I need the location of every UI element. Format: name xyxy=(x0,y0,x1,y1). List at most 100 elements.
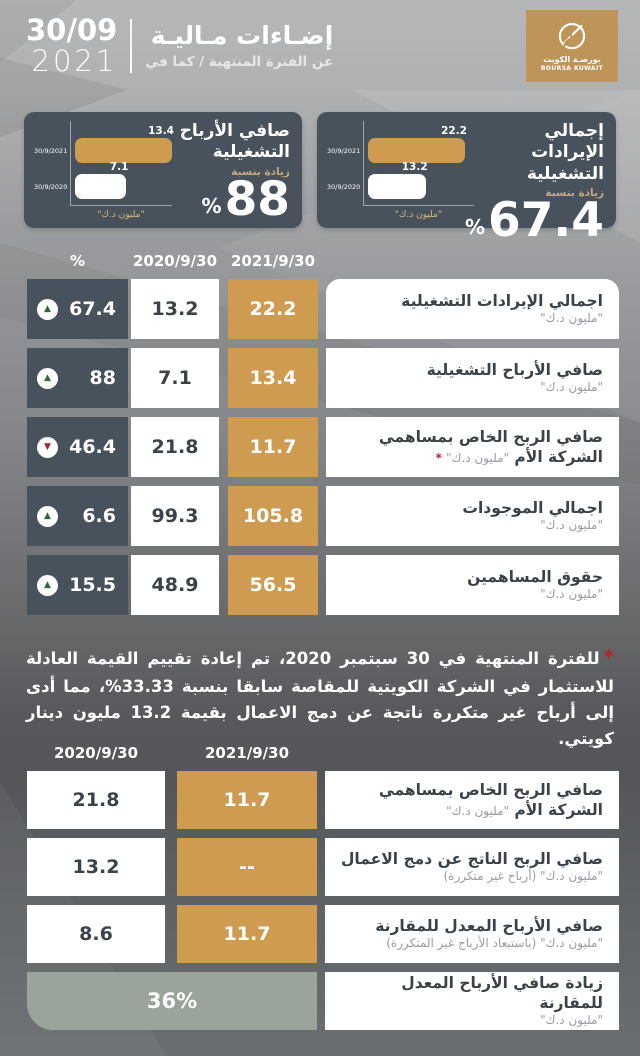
kpi-card-info: إجمالي الإيرادات التشغيلية زيادة بنسبة %… xyxy=(465,121,604,244)
kpi-big-value: % 88 xyxy=(172,171,290,227)
column-header-pct: % xyxy=(69,252,86,270)
bar-30/9/2021: 22.2 xyxy=(367,125,467,163)
kpi-value: 88 xyxy=(224,171,290,227)
metric-unit-line: "مليون د.ك" xyxy=(342,380,603,396)
metric-unit: "مليون د.ك" xyxy=(446,804,510,818)
metric-unit-line: الشركة الأم "مليون د.ك" * xyxy=(342,447,603,467)
metric-label: اجمالي الإيرادات التشغيلية xyxy=(401,292,603,311)
report-date-year: 2021 xyxy=(31,44,118,78)
pct-change-value: 6.6 xyxy=(82,505,116,527)
header-divider xyxy=(130,19,133,73)
pct-change-cell: ▼ 46.4 xyxy=(27,417,128,477)
value-2021-cell: 22.2 xyxy=(228,279,318,339)
value-2021-cell: -- xyxy=(177,838,317,896)
titles: إضـاءات مـاليـة عن الفترة المنتهية / كما… xyxy=(145,21,334,70)
bar-value-label: 13.4 xyxy=(148,125,174,137)
value-2020-cell: 7.1 xyxy=(131,348,219,408)
metric-unit: "مليون د.ك" xyxy=(540,1013,603,1028)
bar-value-label: 13.2 xyxy=(401,161,428,173)
bar-30/9/2020: 7.1 xyxy=(75,161,128,199)
bar-date-label: 30/9/2021 xyxy=(34,146,68,155)
kpi-bar-chart: 30/9/2021 13.4 30/9/2020 7.1 "مليون د.ك" xyxy=(34,121,174,220)
table-body: ▲ 67.4 13.2 22.2 اجمالي الإيرادات التشغيلية "… xyxy=(27,279,619,615)
table-row: ▼ 46.4 21.8 11.7 صافي الربح الخاص بمساهمي الش… xyxy=(27,417,619,477)
value-2020-cell: 8.6 xyxy=(27,905,165,963)
column-header-2020: 2020/9/30 xyxy=(132,252,218,270)
metric-unit-line: "مليون د.ك" xyxy=(342,311,603,327)
footnote-marker: * xyxy=(435,451,447,465)
metric-label: حقوق المساهمين xyxy=(467,568,603,587)
bar-value-label: 22.2 xyxy=(441,125,467,137)
metric-label: صافي الأرباح المعدل للمقارنة xyxy=(375,917,603,936)
trend-up-icon: ▲ xyxy=(37,574,58,596)
logo-name-arabic: بورصـة الكويت xyxy=(543,55,601,64)
metric-unit: "مليون د.ك" (أرباح غير متكررة) xyxy=(443,869,603,884)
metric-unit-line: "مليون د.ك" (أرباح غير متكررة) xyxy=(341,869,603,885)
page-title: إضـاءات مـاليـة xyxy=(150,21,334,51)
bar-date-label: 30/9/2020 xyxy=(326,182,361,191)
boursa-kuwait-logo: بورصـة الكويت BOURSA KUWAIT xyxy=(526,10,618,82)
metric-unit-line: "مليون د.ك" (باستبعاد الأرباح غير المتكر… xyxy=(341,936,603,952)
metric-unit-line: "مليون د.ك" xyxy=(341,1013,603,1029)
table-header-row: 2020/9/30 2021/9/30 xyxy=(27,744,619,762)
value-2020-cell: 13.2 xyxy=(131,279,219,339)
metric-unit: "مليون د.ك" xyxy=(540,587,603,602)
trend-up-icon: ▲ xyxy=(37,367,58,389)
metric-label-bold: الشركة الأم xyxy=(509,801,603,819)
chart-unit-label: "مليون د.ك" xyxy=(394,210,442,220)
pct-change-value: 67.4 xyxy=(69,298,116,320)
pct-change-cell: ▲ 88 xyxy=(27,348,128,408)
value-2021-cell: 105.8 xyxy=(228,486,318,546)
report-date-day-month: 30/09 xyxy=(26,12,118,47)
metric-label-cell: زيادة صافي الأرباح المعدل للمقارنة "مليون… xyxy=(325,972,619,1030)
value-2020-cell: 99.3 xyxy=(131,486,219,546)
table-row: ▲ 6.6 99.3 105.8 اجمالي الموجودات "مليون د.ك" xyxy=(27,486,619,546)
bar-row: 30/9/2021 13.4 xyxy=(34,121,174,169)
metric-unit: "مليون د.ك" (باستبعاد الأرباح غير المتكر… xyxy=(386,936,603,951)
bar-row: 30/9/2020 7.1 xyxy=(34,161,172,205)
report-date: 30/09 2021 xyxy=(26,12,118,78)
metric-unit: "مليون د.ك" xyxy=(540,311,603,326)
value-2021-cell: 11.7 xyxy=(177,771,317,829)
kpi-increase-label: زيادة بنسبة xyxy=(545,186,604,199)
trend-down-icon: ▼ xyxy=(37,436,58,458)
metric-label: صافي الربح الناتج عن دمج الاعمال xyxy=(340,850,603,869)
bar-track: 13.2 xyxy=(362,161,474,205)
footnote-asterisk: * xyxy=(603,645,615,669)
table-row: ▲ 67.4 13.2 22.2 اجمالي الإيرادات التشغيلية "… xyxy=(27,279,619,339)
bar-30/9/2021: 13.4 xyxy=(75,125,174,163)
metric-label: صافي الأرباح التشغيلية xyxy=(426,361,603,380)
kpi-increase-label: زيادة بنسبة xyxy=(231,165,290,178)
bar-value-label: 7.1 xyxy=(109,161,129,173)
metric-label-cell: صافي الربح الخاص بمساهمي الشركة الأم "ملي… xyxy=(326,417,619,477)
bar-track: 7.1 xyxy=(70,161,172,205)
chart-axis xyxy=(362,205,474,206)
column-header-2020: 2020/9/30 xyxy=(53,744,139,762)
footnote: *للفترة المنتهية في 30 سبتمبر 2020، تم إ… xyxy=(26,642,614,752)
metric-label: زيادة صافي الأرباح المعدل للمقارنة xyxy=(401,974,603,1013)
kpi-card-operating-revenue: إجمالي الإيرادات التشغيلية زيادة بنسبة %… xyxy=(316,112,616,244)
value-2020-cell: 13.2 xyxy=(27,838,165,896)
combined-increase-cell: 36% xyxy=(27,972,317,1030)
bar-row: 30/9/2020 13.2 xyxy=(326,161,474,205)
bar-group: 30/9/2021 22.2 30/9/2020 13.2 xyxy=(327,121,474,205)
kpi-cards: إجمالي الإيرادات التشغيلية زيادة بنسبة %… xyxy=(24,112,616,244)
bar-track: 13.4 xyxy=(70,121,174,169)
trend-up-icon: ▲ xyxy=(37,505,58,527)
page-subtitle: عن الفترة المنتهية / كما في xyxy=(145,53,334,70)
table-row: 13.2 -- صافي الربح الناتج عن دمج الاعمال "م… xyxy=(27,838,619,896)
metric-label-cell: حقوق المساهمين "مليون د.ك" xyxy=(326,555,619,615)
metric-label-cell: صافي الأرباح المعدل للمقارنة "مليون د.ك" … xyxy=(325,905,619,963)
column-header-2021: 2021/9/30 xyxy=(204,744,290,762)
kpi-big-value: % 67.4 xyxy=(465,197,604,244)
trend-up-icon: ▲ xyxy=(37,298,58,320)
metric-unit: "مليون د.ك" xyxy=(446,451,510,465)
kpi-bar-chart: 30/9/2021 22.2 30/9/2020 13.2 "مليون د.ك" xyxy=(327,121,474,220)
table-row: 36% زيادة صافي الأرباح المعدل للمقارنة "مل… xyxy=(27,972,619,1030)
metric-label-cell: صافي الربح الخاص بمساهمي الشركة الأم "ملي… xyxy=(325,771,619,829)
bar-group: 30/9/2021 13.4 30/9/2020 7.1 xyxy=(34,121,174,205)
bar-date-label: 30/9/2021 xyxy=(326,146,361,155)
financial-metrics-table: % 2020/9/30 2021/9/30 ▲ 67.4 13.2 22.2 اجمال… xyxy=(27,252,619,624)
value-2021-cell: 13.4 xyxy=(228,348,318,408)
